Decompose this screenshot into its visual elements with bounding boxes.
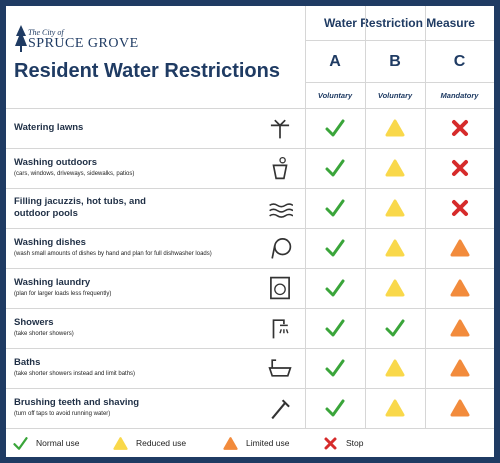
check-icon: [325, 239, 345, 257]
row-name: Showers: [14, 317, 54, 328]
column-type: Mandatory: [440, 91, 479, 100]
row-note: (take shorter showers): [14, 331, 74, 337]
row-name: Brushing teeth and shaving: [14, 397, 140, 408]
check-icon: [325, 279, 345, 297]
column-divider: [365, 6, 366, 428]
row-divider: [6, 108, 494, 109]
yellow-icon: [385, 239, 405, 257]
legend-label: Limited use: [246, 438, 290, 448]
row-divider: [6, 188, 494, 189]
row-note: (take shorter showers instead and limit …: [14, 371, 136, 377]
column-divider: [305, 6, 306, 428]
row-name: Filling jacuzzis, hot tubs, and outdoor …: [14, 196, 146, 219]
orange-icon: [450, 239, 469, 257]
legend-label: Reduced use: [136, 438, 187, 448]
row-icon: [272, 319, 289, 339]
orange-icon: [450, 279, 469, 297]
divider: [305, 82, 494, 83]
row-icon: [268, 359, 292, 377]
check-icon: [325, 159, 345, 177]
orange-icon: [450, 399, 469, 417]
cross-icon: [451, 120, 468, 136]
orange-icon: [450, 359, 469, 377]
row-divider: [6, 228, 494, 229]
yellow-icon: [385, 159, 405, 177]
check-icon: [12, 436, 28, 450]
column-letter: B: [389, 53, 401, 70]
check-icon: [325, 119, 345, 137]
check-icon: [325, 199, 345, 217]
row-name: Washing dishes: [14, 237, 86, 248]
row-divider: [6, 348, 494, 349]
row-note: (plan for larger loads less frequently): [14, 291, 112, 297]
row-divider: [6, 148, 494, 149]
column-letter: C: [453, 53, 466, 70]
row-icon: [270, 119, 290, 139]
yellow-icon: [385, 399, 405, 417]
orange-icon: [450, 319, 469, 337]
row-name: Washing laundry: [14, 277, 91, 288]
cross-icon: [451, 160, 468, 176]
logo-tree: [15, 25, 27, 52]
logo-small: The City of: [28, 28, 64, 37]
legend-label: Normal use: [36, 438, 80, 448]
yellow-icon: [385, 199, 405, 217]
row-note: (cars, windows, driveways, sidewalks, pa…: [14, 171, 135, 177]
row-name: Washing outdoors: [14, 157, 98, 168]
row-divider: [6, 308, 494, 309]
row-name: Baths: [14, 357, 41, 368]
title: Resident Water Restrictions: [14, 60, 280, 82]
column-type: Voluntary: [377, 91, 413, 100]
row-icon: [271, 399, 290, 420]
row-icon: [270, 276, 290, 300]
row-divider: [6, 428, 494, 429]
check-icon: [385, 319, 405, 337]
row-icon: [269, 203, 293, 218]
cross-icon: [324, 437, 336, 449]
yellow-icon: [385, 119, 405, 137]
row-note: (wash small amounts of dishes by hand an…: [14, 251, 212, 257]
orange-icon: [222, 436, 238, 450]
row-icon: [272, 156, 288, 180]
yellow-icon: [385, 279, 405, 297]
divider: [305, 40, 494, 41]
row-name: Watering lawns: [14, 122, 84, 133]
row-note: (turn off taps to avoid running water): [14, 411, 111, 417]
yellow-icon: [385, 359, 405, 377]
row-icon: [271, 238, 292, 259]
column-divider: [425, 6, 426, 428]
row-divider: [6, 388, 494, 389]
column-type: Voluntary: [317, 91, 353, 100]
check-icon: [325, 319, 345, 337]
cross-icon: [451, 200, 468, 216]
column-letter: A: [329, 53, 341, 70]
row-divider: [6, 268, 494, 269]
yellow-icon: [112, 436, 128, 450]
check-icon: [325, 399, 345, 417]
logo-name: SPRUCE GROVE: [28, 36, 139, 51]
panel: The City of SPRUCE GROVE Resident Water …: [6, 6, 494, 457]
legend-label: Stop: [346, 438, 364, 448]
check-icon: [325, 359, 345, 377]
measure-title: Water Restriction Measure: [324, 16, 475, 30]
